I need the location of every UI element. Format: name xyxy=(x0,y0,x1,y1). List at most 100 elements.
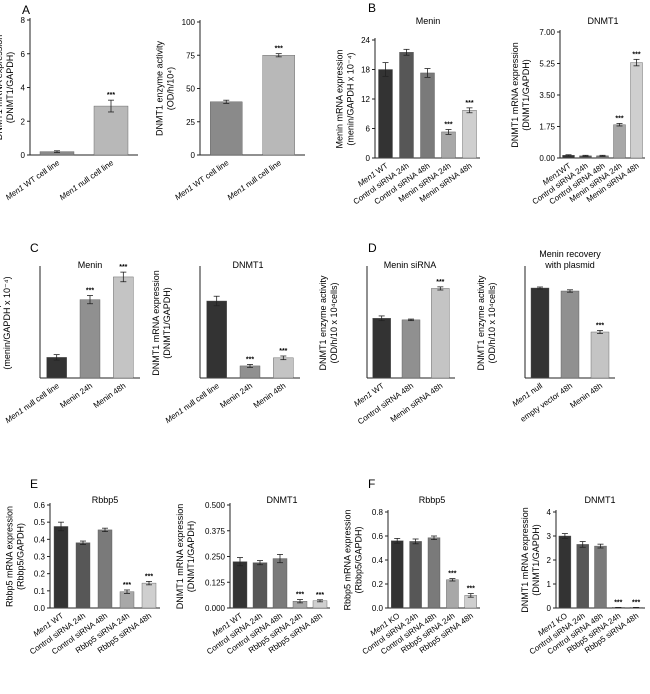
bar xyxy=(399,52,414,159)
y-tick-label: 4 xyxy=(547,508,552,517)
y-tick-label: 0 xyxy=(366,154,371,163)
y-tick-label: 0.6 xyxy=(34,501,46,510)
bar xyxy=(391,540,404,609)
y-axis-label: Menin mRNA expression xyxy=(0,273,1,372)
y-axis-label: DNMT1 mRNA expression xyxy=(520,507,530,613)
chart-panel-10: DNMT1 0.000 0.125 0.250 0.375 0.500 DNMT1 mRNA… xyxy=(175,495,330,656)
y-axis-label: (DNMT1/GAPDH) xyxy=(162,287,172,359)
bar xyxy=(613,124,626,159)
y-tick-label: 2 xyxy=(547,556,552,565)
bar xyxy=(427,537,441,609)
bar xyxy=(206,300,227,379)
chart-title: Rbbp5 xyxy=(92,495,119,505)
y-tick-label: 0.500 xyxy=(205,501,226,510)
y-axis-label: DNMT1 mRNA expression xyxy=(0,35,4,141)
y-tick-label: 3.50 xyxy=(539,91,555,100)
panel-letter: F xyxy=(368,477,375,491)
y-tick-label: 1 xyxy=(547,580,552,589)
bar xyxy=(420,72,435,159)
bar xyxy=(210,101,243,156)
chart-panel-9: E Rbbp5 0.0 0.1 0.2 0.3 0.4 0.5 0.6 Rbbp5 mRNA ex… xyxy=(5,477,160,656)
y-tick-label: 0.125 xyxy=(205,578,226,587)
x-tick-label: Menin siRNA 48h xyxy=(389,381,445,424)
bar xyxy=(113,276,134,379)
significance-label: *** xyxy=(86,288,94,295)
x-tick-label: Men1 null cell line xyxy=(164,381,222,425)
y-tick-label: 0.8 xyxy=(372,508,384,517)
bar xyxy=(462,110,477,159)
y-tick-label: 5.25 xyxy=(539,60,555,69)
chart-panel-2: 0 25 50 75 100 DNMT1 enzyme activity (OD/h/10⁴… xyxy=(155,18,305,202)
bar xyxy=(576,544,589,609)
y-tick-label: 0.4 xyxy=(34,535,46,544)
x-tick-label: Men1 null cell line xyxy=(226,158,284,202)
chart-title: DNMT1 xyxy=(233,260,264,270)
significance-label: *** xyxy=(275,46,283,53)
x-tick-label: Menin 48h xyxy=(92,381,128,410)
y-tick-label: 4 xyxy=(21,84,26,93)
chart-panel-11: F Rbbp5 0.0 0.2 0.4 0.6 0.8 Rbbp5 mRNA expressi… xyxy=(343,477,480,656)
y-tick-label: 0.5 xyxy=(34,518,46,527)
significance-label: *** xyxy=(615,115,623,122)
chart-panel-7: D Menin siRNA DNMT1 enzyme activity (OD/h/1… xyxy=(318,241,455,426)
y-tick-label: 0.6 xyxy=(372,532,384,541)
y-axis-label: (OD/h/10⁴) xyxy=(166,67,176,110)
y-tick-label: 0.2 xyxy=(372,580,384,589)
y-axis-label: Rbbp5 mRNA expression xyxy=(5,506,15,607)
chart-title: Rbbp5 xyxy=(419,495,446,505)
bar xyxy=(141,582,157,609)
significance-label: *** xyxy=(596,323,604,330)
x-tick-label: Menin 24h xyxy=(58,381,94,410)
y-tick-label: 12 xyxy=(361,95,370,104)
bar xyxy=(630,62,643,159)
chart-panel-6: DNMT1 DNMT1 mRNA expression (DNMT1/GAPDH) M… xyxy=(151,260,300,425)
bar xyxy=(272,558,288,609)
bar xyxy=(590,331,610,379)
y-tick-label: 8 xyxy=(21,16,26,25)
panel-letter: E xyxy=(30,477,38,491)
chart-panel-12: DNMT1 0 1 2 3 4 DNMT1 mRNA expression (DNMT1/GA… xyxy=(520,495,645,656)
significance-label: *** xyxy=(632,599,640,606)
y-tick-label: 0.375 xyxy=(205,527,226,536)
bar xyxy=(75,542,91,609)
significance-label: *** xyxy=(119,264,127,271)
y-tick-label: 75 xyxy=(186,51,195,60)
bar xyxy=(401,319,421,379)
panel-letter: C xyxy=(30,241,39,255)
significance-label: *** xyxy=(465,100,473,107)
y-axis-label: DNMT1 enzyme activity xyxy=(155,40,165,136)
y-axis-label: DNMT1 mRNA expression xyxy=(510,42,520,148)
y-tick-label: 50 xyxy=(186,85,195,94)
significance-label: *** xyxy=(123,582,131,589)
y-tick-label: 0.250 xyxy=(205,553,226,562)
chart-title: DNMT1 xyxy=(585,495,616,505)
x-tick-label-rest: WT cell line xyxy=(20,158,61,191)
x-tick-label: Men1 WT cell line xyxy=(173,158,231,202)
y-tick-label: 6 xyxy=(21,50,26,59)
x-tick-label: Menin 48h xyxy=(568,381,604,410)
y-axis-label: (DNMT1/GAPDH) xyxy=(531,524,541,596)
bar xyxy=(97,529,113,609)
significance-label: *** xyxy=(145,573,153,580)
bar xyxy=(262,55,295,156)
y-tick-label: 0.4 xyxy=(372,556,384,565)
y-axis-label: DNMT1 mRNA expression xyxy=(151,270,161,376)
bar xyxy=(594,545,607,609)
y-axis-label: Menin mRNA expression xyxy=(334,49,344,148)
y-tick-label: 24 xyxy=(361,36,370,45)
bar xyxy=(252,562,268,609)
y-axis-label: DNMT1 enzyme activity xyxy=(318,275,328,371)
significance-label: *** xyxy=(436,279,444,286)
y-axis-label: (menin/GAPDH x 10⁻⁴) xyxy=(2,276,12,369)
bar xyxy=(53,526,69,609)
y-axis-label: (DNMT1/GAPDH) xyxy=(521,59,531,131)
y-tick-label: 0.0 xyxy=(372,604,384,613)
y-axis-label: (DNMT1/GAPDH) xyxy=(186,521,196,593)
y-axis-label: (OD/h/10 x 10⁴cells) xyxy=(487,283,497,364)
x-tick-label: Men1 null cell line xyxy=(4,381,62,425)
x-tick-label-rest: null cell line xyxy=(242,158,283,191)
y-tick-label: 0.1 xyxy=(34,587,46,596)
y-tick-label: 1.75 xyxy=(539,123,555,132)
y-axis-label: (DNMT1/GAPDH) xyxy=(5,52,15,124)
